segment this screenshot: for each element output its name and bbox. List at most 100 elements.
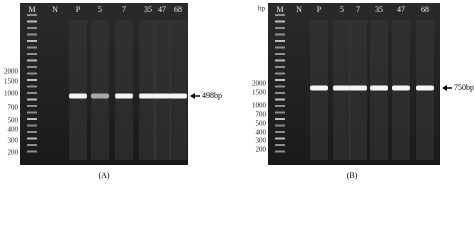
lane-label: 47 xyxy=(397,5,405,14)
smear xyxy=(139,20,157,160)
band-label: 750bp xyxy=(454,83,474,92)
band xyxy=(115,93,133,99)
smear xyxy=(69,20,87,160)
ladder-band xyxy=(275,72,285,75)
caption: (A) xyxy=(98,171,109,180)
ladder-band xyxy=(275,98,285,101)
ladder-band xyxy=(275,111,285,114)
lane-label: M xyxy=(28,5,35,14)
caption: (B) xyxy=(347,171,358,180)
ladder-band xyxy=(27,14,37,16)
ladder-band xyxy=(27,40,37,42)
band xyxy=(370,85,388,91)
ladder-band xyxy=(275,105,285,107)
smear xyxy=(91,20,109,160)
ladder-band xyxy=(275,92,285,94)
size-label: 2000 xyxy=(4,68,19,76)
arrow-head xyxy=(190,93,195,99)
size-label: 300 xyxy=(256,137,267,145)
size-label: 500 xyxy=(8,117,19,125)
lane-label: 5 xyxy=(340,5,344,14)
band xyxy=(69,93,87,99)
lane-label: 35 xyxy=(144,5,152,14)
band xyxy=(139,93,157,99)
lane-label: N xyxy=(296,5,302,14)
ladder-band xyxy=(27,27,37,29)
ladder-band xyxy=(275,79,285,81)
size-label: 400 xyxy=(256,129,267,137)
size-label: 1000 xyxy=(4,90,19,98)
ladder-band xyxy=(27,92,37,94)
ladder-band xyxy=(27,105,37,107)
ladder-band xyxy=(27,66,37,68)
ladder-band xyxy=(275,137,285,140)
ladder-band xyxy=(275,144,285,146)
ladder-band xyxy=(275,131,285,133)
ladder-band xyxy=(275,150,285,153)
unit-label: bp xyxy=(258,5,266,13)
band xyxy=(416,85,434,91)
ladder-band xyxy=(27,131,37,133)
ladder-band xyxy=(275,124,285,127)
ladder-band xyxy=(275,85,285,88)
band-label: 498bp xyxy=(202,91,222,100)
ladder-band xyxy=(275,53,285,55)
band xyxy=(349,85,367,91)
band xyxy=(333,85,351,91)
size-label: 400 xyxy=(8,126,19,134)
ladder-band xyxy=(27,33,37,36)
ladder-band xyxy=(275,46,285,49)
lane-label: 5 xyxy=(98,5,102,14)
size-label: 200 xyxy=(8,149,19,157)
ladder-band xyxy=(27,20,37,23)
lane-label: 35 xyxy=(375,5,383,14)
ladder-band xyxy=(27,150,37,153)
lane-label: 7 xyxy=(356,5,360,14)
smear xyxy=(153,20,171,160)
arrow-head xyxy=(442,85,447,91)
size-label: 700 xyxy=(256,111,267,119)
ladder-band xyxy=(275,14,285,16)
ladder-band xyxy=(275,118,285,120)
ladder-band xyxy=(27,59,37,62)
band xyxy=(310,85,328,91)
figure: M N P 5 7 35 47 6820001500100070050040030020049… xyxy=(4,3,474,180)
band xyxy=(91,93,109,99)
ladder-band xyxy=(275,59,285,62)
ladder-band xyxy=(27,124,37,127)
ladder-band xyxy=(275,20,285,23)
ladder-band xyxy=(27,72,37,75)
size-label: 200 xyxy=(256,146,267,154)
lane-label: P xyxy=(76,5,81,14)
lane-label: P xyxy=(317,5,322,14)
size-label: 700 xyxy=(8,104,19,112)
smear xyxy=(115,20,133,160)
ladder-band xyxy=(275,27,285,29)
size-label: 1000 xyxy=(252,102,267,110)
smear xyxy=(169,20,187,160)
ladder-band xyxy=(27,85,37,88)
ladder-band xyxy=(27,144,37,146)
size-label: 2000 xyxy=(252,80,267,88)
ladder-band xyxy=(275,40,285,42)
size-label: 500 xyxy=(256,120,267,128)
size-label: 300 xyxy=(8,137,19,145)
ladder-band xyxy=(27,53,37,55)
lane-label: M xyxy=(276,5,283,14)
lane-label: 7 xyxy=(122,5,126,14)
band xyxy=(169,93,187,99)
size-label: 1500 xyxy=(4,78,19,86)
lane-label: 68 xyxy=(421,5,429,14)
ladder-band xyxy=(275,66,285,68)
lane-label: 47 xyxy=(158,5,166,14)
lane-label: 68 xyxy=(174,5,182,14)
ladder-band xyxy=(27,118,37,120)
ladder-band xyxy=(27,98,37,101)
band xyxy=(153,93,171,99)
ladder-band xyxy=(27,111,37,114)
size-label: 1500 xyxy=(252,89,267,97)
ladder-band xyxy=(27,137,37,140)
ladder-band xyxy=(27,46,37,49)
ladder-band xyxy=(275,33,285,36)
lane-label: N xyxy=(52,5,58,14)
